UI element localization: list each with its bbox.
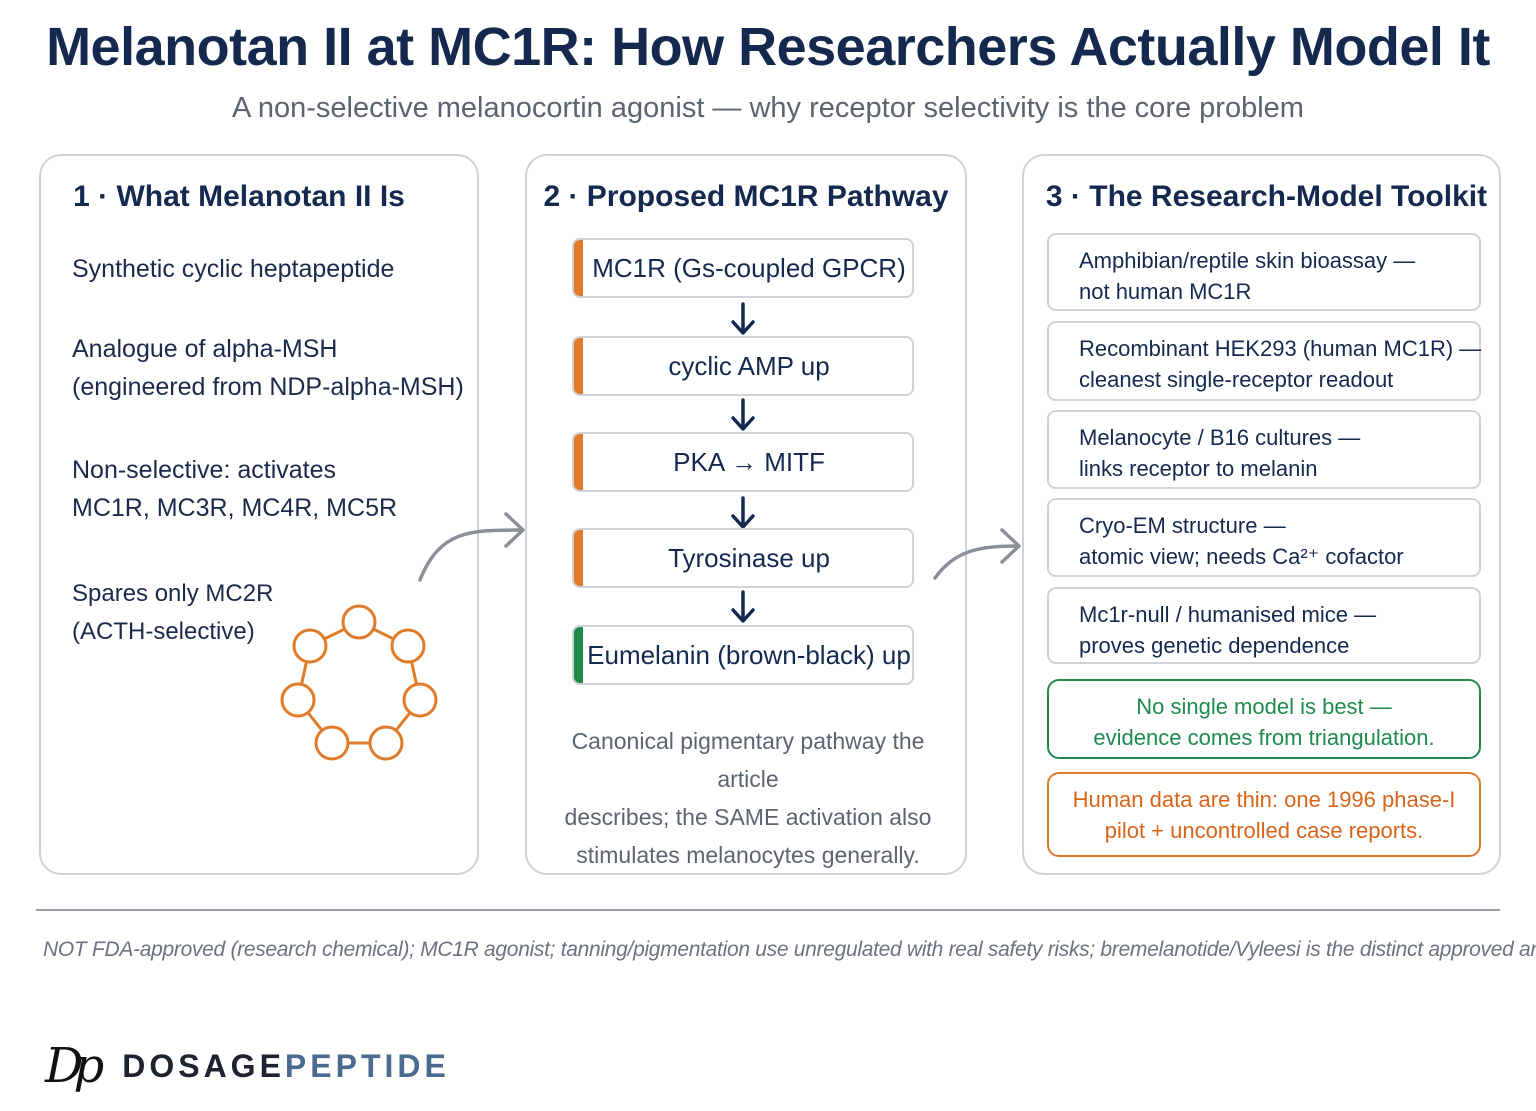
model-card: Mc1r-null / humanised mice — proves gene… [1047,587,1481,664]
pathway-step-tyrosinase: Tyrosinase up [572,528,914,588]
model-card: Recombinant HEK293 (human MC1R) — cleane… [1047,321,1481,401]
panel-title: 1 · What Melanotan II Is [73,180,405,213]
footer-divider [36,909,1500,911]
brand-mark-icon: Dp [45,1038,104,1094]
pathway-caption: Canonical pigmentary pathway the article… [564,728,932,868]
down-arrow-icon [731,496,755,529]
pathway-step-mc1r: MC1R (Gs-coupled GPCR) [572,238,914,298]
pathway-step-eumelanin: Eumelanin (brown-black) up [572,625,914,685]
brand-logo: Dp DOSAGE PEPTIDE [45,1036,450,1096]
footer-disclaimer: NOT FDA-approved (research chemical); MC… [43,938,1536,961]
heptagon-ring-icon [280,604,438,761]
panel-toolkit: 3 · The Research-Model Toolkit Amphibian… [1022,154,1501,875]
down-arrow-icon [731,302,755,335]
brand-name-part2: PEPTIDE [284,1047,450,1084]
note-human-data: Human data are thin: one 1996 phase-I pi… [1047,772,1481,857]
down-arrow-icon [731,590,755,623]
model-card: Amphibian/reptile skin bioassay — not hu… [1047,233,1481,311]
fact-item: Analogue of alpha-MSH (engineered from N… [72,335,464,401]
page-subtitle: A non-selective melanocortin agonist — w… [232,92,1304,124]
fact-item: Non-selective: activates MC1R, MC3R, MC4… [72,456,398,522]
fact-item: Spares only MC2R (ACTH-selective) [72,580,274,645]
page-title: Melanotan II at MC1R: How Researchers Ac… [46,17,1490,77]
panel-title: 2 · Proposed MC1R Pathway [543,180,949,213]
model-card: Cryo-EM structure — atomic view; needs C… [1047,498,1481,577]
pathway-step-camp: cyclic AMP up [572,336,914,396]
fact-item: Synthetic cyclic heptapeptide [72,255,395,283]
pathway-step-pka: PKA → MITF [572,432,914,492]
down-arrow-icon [731,398,755,431]
note-triangulation: No single model is best — evidence comes… [1047,679,1481,759]
panel-title: 3 · The Research-Model Toolkit [1045,180,1488,213]
brand-name-part1: DOSAGE [122,1047,285,1084]
panel-pathway: 2 · Proposed MC1R Pathway MC1R (Gs-coupl… [525,154,967,875]
panel-what-it-is: 1 · What Melanotan II Is Synthetic cycli… [39,154,479,875]
model-card: Melanocyte / B16 cultures — links recept… [1047,410,1481,489]
